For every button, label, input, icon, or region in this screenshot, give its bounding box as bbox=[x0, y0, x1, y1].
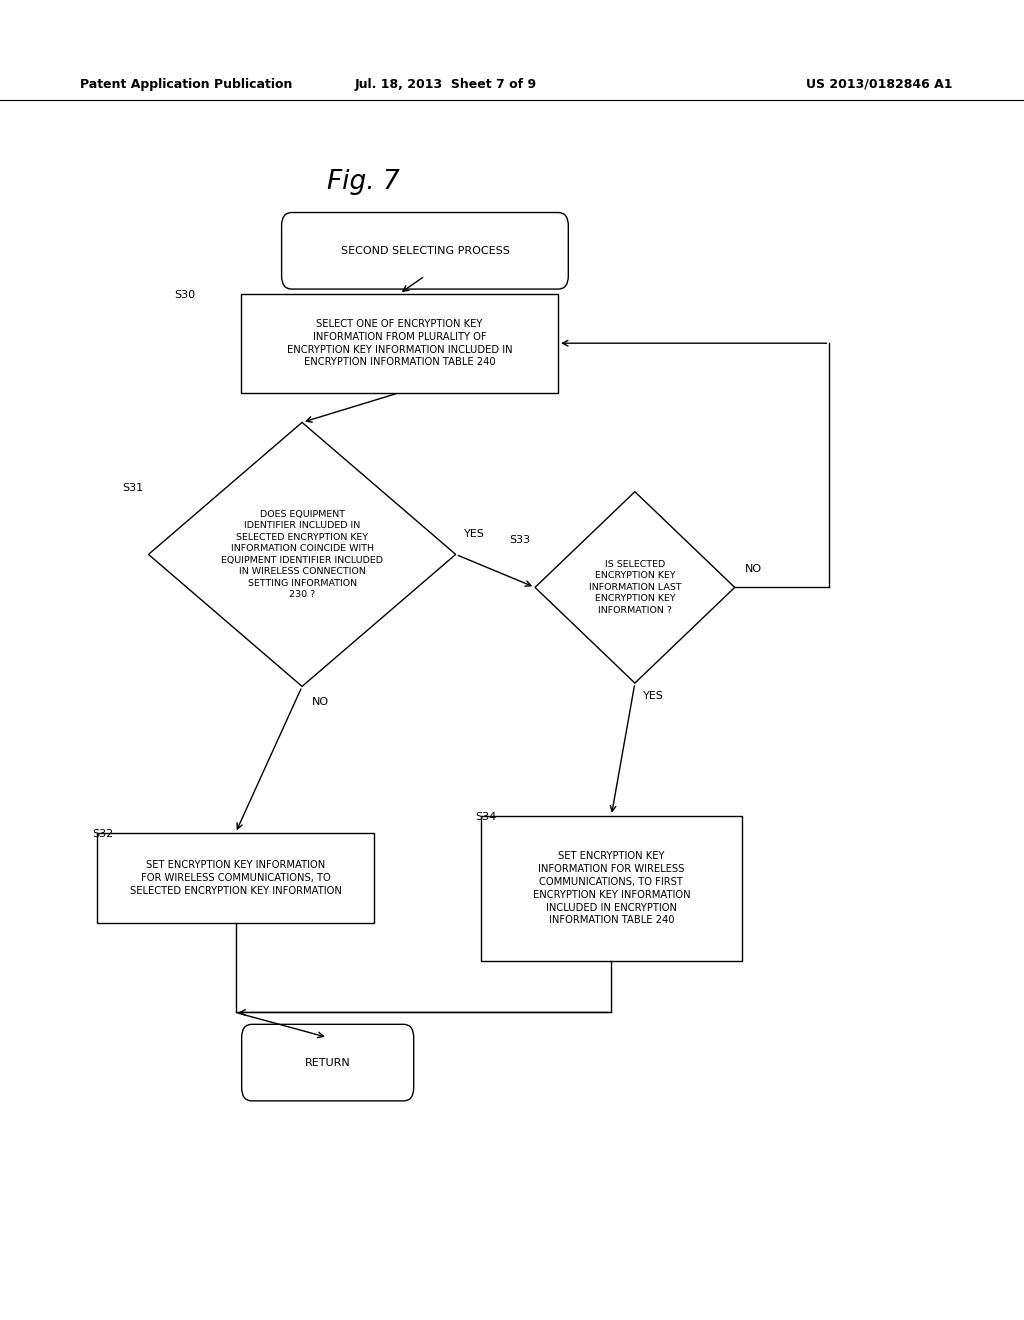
Text: S30: S30 bbox=[174, 290, 196, 300]
FancyBboxPatch shape bbox=[282, 213, 568, 289]
Text: SECOND SELECTING PROCESS: SECOND SELECTING PROCESS bbox=[341, 246, 509, 256]
Text: DOES EQUIPMENT
IDENTIFIER INCLUDED IN
SELECTED ENCRYPTION KEY
INFORMATION COINCI: DOES EQUIPMENT IDENTIFIER INCLUDED IN SE… bbox=[221, 510, 383, 599]
Text: YES: YES bbox=[643, 692, 664, 701]
Bar bbox=[241, 294, 558, 393]
Text: Patent Application Publication: Patent Application Publication bbox=[80, 78, 292, 91]
Text: S33: S33 bbox=[509, 535, 530, 545]
Polygon shape bbox=[148, 422, 456, 686]
Text: Jul. 18, 2013  Sheet 7 of 9: Jul. 18, 2013 Sheet 7 of 9 bbox=[354, 78, 537, 91]
Text: NO: NO bbox=[312, 697, 330, 708]
Text: Fig. 7: Fig. 7 bbox=[327, 169, 400, 195]
Text: S34: S34 bbox=[475, 812, 497, 822]
Polygon shape bbox=[535, 491, 735, 682]
Text: RETURN: RETURN bbox=[305, 1057, 350, 1068]
FancyBboxPatch shape bbox=[242, 1024, 414, 1101]
Text: IS SELECTED
ENCRYPTION KEY
INFORMATION LAST
ENCRYPTION KEY
INFORMATION ?: IS SELECTED ENCRYPTION KEY INFORMATION L… bbox=[589, 560, 681, 615]
Bar bbox=[97, 833, 374, 923]
Text: US 2013/0182846 A1: US 2013/0182846 A1 bbox=[806, 78, 952, 91]
Text: NO: NO bbox=[745, 564, 762, 574]
Text: SET ENCRYPTION KEY INFORMATION
FOR WIRELESS COMMUNICATIONS, TO
SELECTED ENCRYPTI: SET ENCRYPTION KEY INFORMATION FOR WIREL… bbox=[130, 861, 341, 895]
Text: S31: S31 bbox=[122, 483, 143, 494]
Bar bbox=[481, 816, 741, 961]
Text: S32: S32 bbox=[92, 829, 114, 840]
Text: SELECT ONE OF ENCRYPTION KEY
INFORMATION FROM PLURALITY OF
ENCRYPTION KEY INFORM: SELECT ONE OF ENCRYPTION KEY INFORMATION… bbox=[287, 319, 512, 367]
Text: SET ENCRYPTION KEY
INFORMATION FOR WIRELESS
COMMUNICATIONS, TO FIRST
ENCRYPTION : SET ENCRYPTION KEY INFORMATION FOR WIREL… bbox=[532, 851, 690, 925]
Text: YES: YES bbox=[464, 528, 484, 539]
